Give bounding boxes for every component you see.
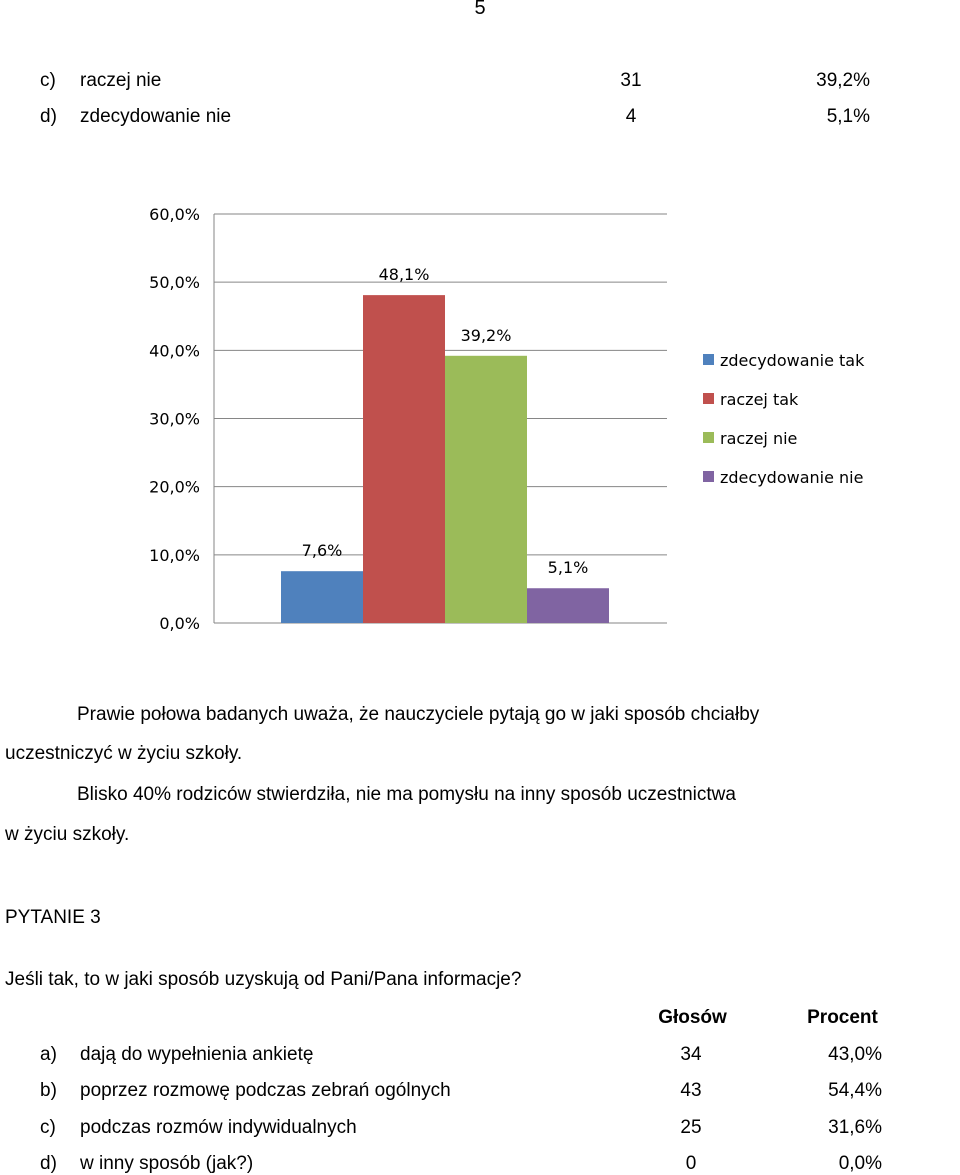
row-letter: a) xyxy=(40,1044,57,1065)
legend-label: zdecydowanie tak xyxy=(720,351,865,370)
y-tick-label: 0,0% xyxy=(159,614,200,633)
y-tick-label: 20,0% xyxy=(149,478,200,497)
legend-swatch xyxy=(703,432,714,443)
row-percent: 5,1% xyxy=(826,106,870,127)
row-count: 34 xyxy=(680,1044,702,1065)
bar xyxy=(445,355,527,623)
question-heading: PYTANIE 3 xyxy=(5,907,101,928)
data-label: 39,2% xyxy=(461,326,512,345)
bars xyxy=(281,295,609,623)
y-tick-label: 10,0% xyxy=(149,546,200,565)
bar xyxy=(527,588,609,623)
legend-label: raczej tak xyxy=(720,390,799,409)
paragraph-2-line-1: Blisko 40% rodziców stwierdziła, nie ma … xyxy=(77,784,736,805)
row-percent: 43,0% xyxy=(828,1044,882,1065)
column-header-votes: Głosów xyxy=(658,1007,727,1028)
row-count: 4 xyxy=(625,106,637,127)
bar-chart: 0,0% 10,0% 20,0% 30,0% 40,0% 50,0% 60,0% 7,6% 4… xyxy=(149,205,865,633)
data-labels: 7,6% 48,1% 39,2% 5,1% xyxy=(302,265,589,577)
data-label: 48,1% xyxy=(379,265,430,284)
page-number: 5 xyxy=(474,0,486,19)
row-letter: d) xyxy=(40,106,57,127)
paragraph-1-line-2: uczestniczyć w życiu szkoły. xyxy=(5,743,243,764)
y-tick-label: 40,0% xyxy=(149,341,200,360)
legend-swatch xyxy=(703,471,714,482)
question-text: Jeśli tak, to w jaki sposób uzyskują od … xyxy=(5,969,522,990)
row-label: dają do wypełnienia ankietę xyxy=(80,1044,314,1065)
y-tick-label: 60,0% xyxy=(149,205,200,224)
legend: zdecydowanie tak raczej tak raczej nie zdec… xyxy=(703,351,865,487)
row-letter: b) xyxy=(40,1080,57,1101)
row-letter: d) xyxy=(40,1153,57,1174)
legend-swatch xyxy=(703,354,714,365)
paragraph-2-line-2: w życiu szkoły. xyxy=(5,824,130,845)
row-percent: 54,4% xyxy=(828,1080,882,1101)
row-label: zdecydowanie nie xyxy=(80,106,232,127)
row-percent: 0,0% xyxy=(838,1153,882,1174)
legend-label: raczej nie xyxy=(720,429,797,448)
y-axis-ticks: 0,0% 10,0% 20,0% 30,0% 40,0% 50,0% 60,0% xyxy=(149,205,200,633)
bar xyxy=(363,295,445,623)
row-count: 25 xyxy=(680,1117,702,1138)
row-label: poprzez rozmowę podczas zebrań ogólnych xyxy=(80,1080,451,1101)
legend-label: zdecydowanie nie xyxy=(720,468,863,487)
row-percent: 39,2% xyxy=(816,70,870,91)
data-label: 7,6% xyxy=(302,541,343,560)
row-count: 31 xyxy=(620,70,642,91)
row-label: w inny sposób (jak?) xyxy=(80,1153,254,1174)
bar xyxy=(281,571,363,623)
row-label: raczej nie xyxy=(80,70,162,91)
row-letter: c) xyxy=(40,70,56,91)
y-tick-label: 30,0% xyxy=(149,410,200,429)
row-label: podczas rozmów indywidualnych xyxy=(80,1117,357,1138)
legend-swatch xyxy=(703,393,714,404)
data-label: 5,1% xyxy=(548,558,589,577)
row-percent: 31,6% xyxy=(828,1117,882,1138)
paragraph-1-line-1: Prawie połowa badanych uważa, że nauczyc… xyxy=(77,704,760,725)
row-count: 43 xyxy=(680,1080,702,1101)
row-count: 0 xyxy=(685,1153,697,1174)
column-header-percent: Procent xyxy=(807,1007,878,1028)
row-letter: c) xyxy=(40,1117,56,1138)
y-tick-label: 50,0% xyxy=(149,273,200,292)
